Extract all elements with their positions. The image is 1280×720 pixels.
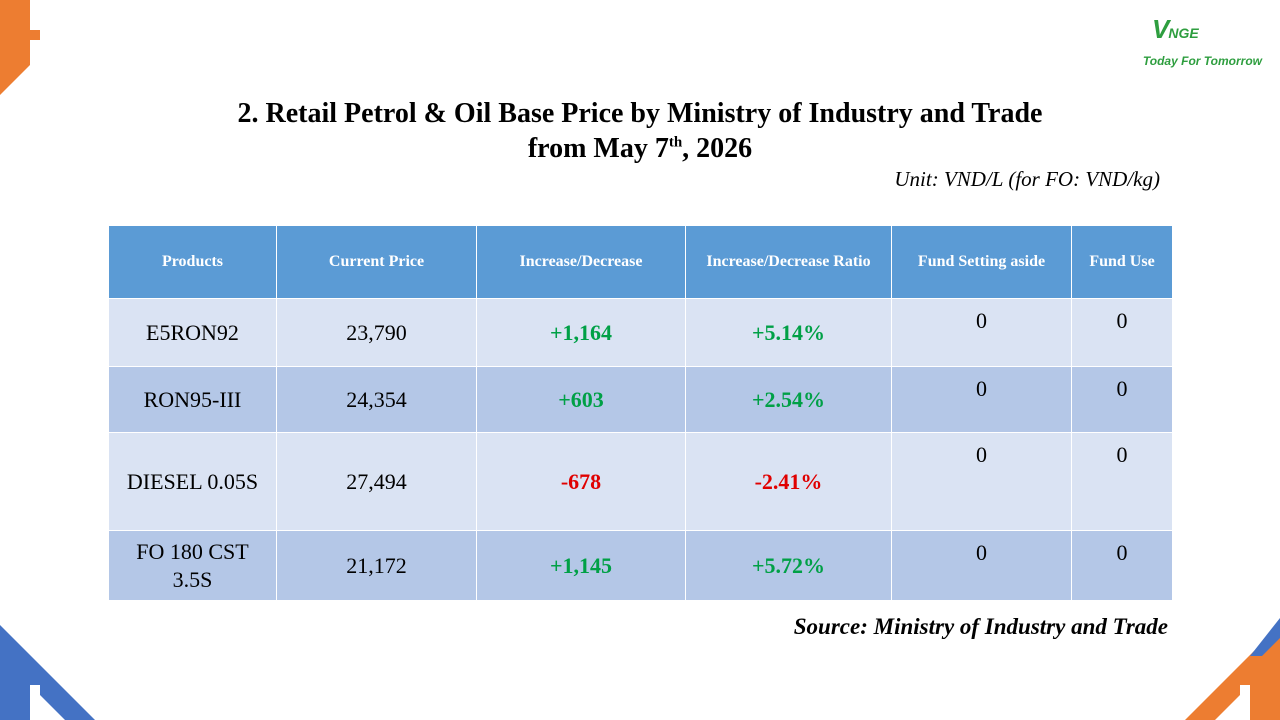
table-row: DIESEL 0.05S 27,494 -678 -2.41% 0 0 [108, 432, 1173, 531]
title-line-2: from May 7th, 2026 [527, 133, 753, 164]
change-cell: +1,145 [476, 530, 686, 601]
page-title: 2. Retail Petrol & Oil Base Price by Min… [140, 96, 1140, 166]
fund-aside-cell: 0 [891, 298, 1072, 367]
fund-aside-cell: 0 [891, 530, 1072, 601]
header-increase-decrease: Increase/Decrease [476, 225, 686, 299]
title-line-1: 2. Retail Petrol & Oil Base Price by Min… [237, 98, 1043, 129]
price-cell: 21,172 [276, 530, 477, 601]
change-cell: -678 [476, 432, 686, 531]
bottom-left-corner-decoration-icon [0, 625, 95, 720]
fund-aside-cell: 0 [891, 366, 1072, 433]
unit-note: Unit: VND/L (for FO: VND/kg) [894, 167, 1160, 191]
top-left-corner-decoration-icon [0, 0, 95, 95]
ratio-cell: +2.54% [685, 366, 892, 433]
fund-use-cell: 0 [1071, 298, 1173, 367]
header-increase-decrease-ratio: Increase/Decrease Ratio [685, 225, 892, 299]
table-row: E5RON92 23,790 +1,164 +5.14% 0 0 [108, 298, 1173, 367]
header-fund-use: Fund Use [1071, 225, 1173, 299]
product-cell: RON95-III [108, 366, 277, 433]
table-header-row: Products Current Price Increase/Decrease… [108, 225, 1173, 299]
product-cell: E5RON92 [108, 298, 277, 367]
product-cell: DIESEL 0.05S [108, 432, 277, 531]
ratio-cell: -2.41% [685, 432, 892, 531]
header-products: Products [108, 225, 277, 299]
fund-aside-cell: 0 [891, 432, 1072, 531]
source-note: Source: Ministry of Industry and Trade [793, 614, 1168, 639]
price-table: Products Current Price Increase/Decrease… [108, 225, 1173, 601]
change-cell: +603 [476, 366, 686, 433]
fund-use-cell: 0 [1071, 530, 1173, 601]
ratio-cell: +5.72% [685, 530, 892, 601]
table-row: RON95-III 24,354 +603 +2.54% 0 0 [108, 366, 1173, 433]
price-cell: 27,494 [276, 432, 477, 531]
fund-use-cell: 0 [1071, 366, 1173, 433]
price-cell: 23,790 [276, 298, 477, 367]
ratio-cell: +5.14% [685, 298, 892, 367]
change-cell: +1,164 [476, 298, 686, 367]
logo-slogan: Today For Tomorrow [1142, 54, 1262, 68]
vnge-logo-icon: VNGE Today For Tomorrow [1122, 10, 1262, 72]
header-fund-setting-aside: Fund Setting aside [891, 225, 1072, 299]
product-cell: FO 180 CST 3.5S [108, 530, 277, 601]
table-row: FO 180 CST 3.5S 21,172 +1,145 +5.72% 0 0 [108, 530, 1173, 601]
header-current-price: Current Price [276, 225, 477, 299]
price-cell: 24,354 [276, 366, 477, 433]
logo-mark: VNGE [1152, 14, 1199, 44]
right-edge-blue-decoration-icon [1250, 618, 1280, 656]
fund-use-cell: 0 [1071, 432, 1173, 531]
